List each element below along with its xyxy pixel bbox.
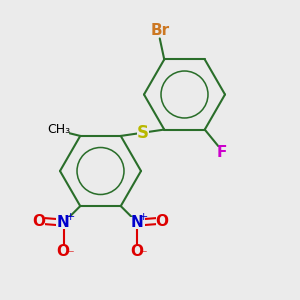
Bar	[136, 127, 148, 139]
Text: ⁻: ⁻	[67, 248, 74, 261]
Text: F: F	[217, 145, 227, 160]
Bar	[33, 216, 45, 226]
Text: O: O	[130, 244, 143, 259]
Bar	[152, 25, 169, 37]
Text: O: O	[57, 244, 70, 259]
Text: +: +	[66, 212, 75, 223]
Bar	[130, 246, 145, 258]
Bar	[217, 147, 227, 158]
Text: S: S	[136, 124, 148, 142]
Text: N: N	[130, 215, 143, 230]
Text: N: N	[57, 215, 70, 230]
Text: +: +	[139, 212, 148, 223]
Bar	[50, 125, 69, 135]
Text: O: O	[32, 214, 45, 229]
Text: ⁻: ⁻	[140, 248, 147, 261]
Text: CH₃: CH₃	[47, 123, 70, 136]
Bar	[56, 246, 71, 258]
Bar	[130, 217, 145, 229]
Text: Br: Br	[151, 23, 170, 38]
Bar	[56, 217, 71, 229]
Bar	[156, 216, 168, 226]
Text: O: O	[156, 214, 169, 229]
